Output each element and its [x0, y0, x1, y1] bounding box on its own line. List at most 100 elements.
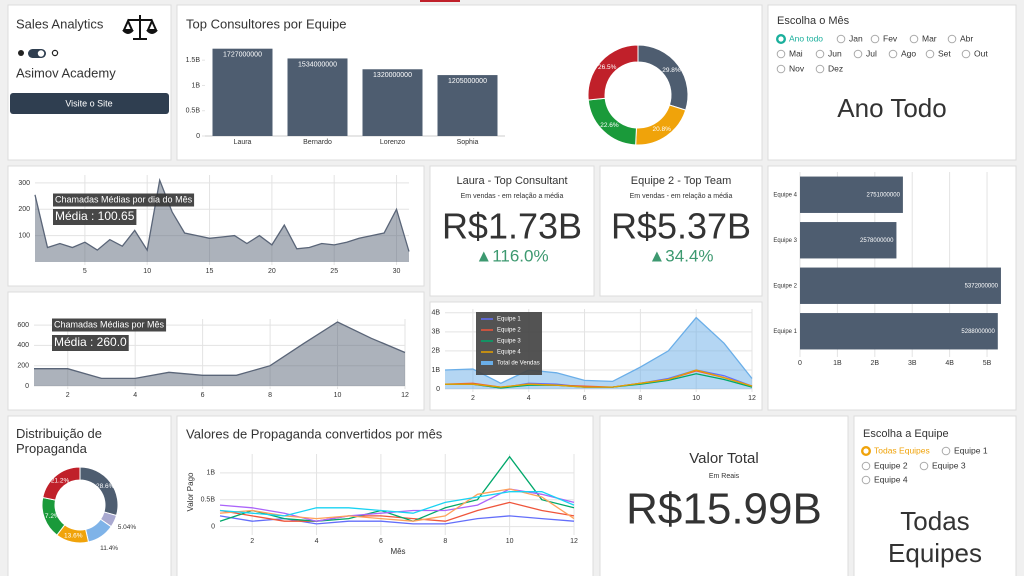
- radio-button[interactable]: [861, 475, 871, 485]
- radio-button[interactable]: [776, 34, 787, 45]
- slice-label: 21.2%: [51, 477, 70, 484]
- legend-label: Equipe 3: [497, 339, 521, 345]
- x-tick-label: 25: [330, 268, 338, 275]
- radio-label[interactable]: Equipe 4: [874, 474, 908, 484]
- y-axis-label: Valor Pago: [186, 472, 195, 512]
- x-tick-label: 8: [638, 395, 642, 402]
- card: [599, 165, 763, 297]
- x-tick-label: 2: [471, 395, 475, 402]
- radio-button[interactable]: [947, 34, 957, 44]
- radio-button[interactable]: [861, 461, 871, 471]
- x-tick-label: 1B: [833, 360, 842, 367]
- radio-button[interactable]: [815, 64, 825, 74]
- card: [7, 165, 425, 287]
- bar-value-label: 2751000000: [867, 192, 901, 198]
- y-tick-label: 0.5B: [186, 108, 201, 115]
- radio-label[interactable]: Mai: [789, 48, 803, 58]
- x-tick-label: 12: [401, 392, 409, 399]
- theme-toggle[interactable]: [18, 49, 59, 58]
- radio-label[interactable]: Fev: [883, 33, 898, 43]
- radio-label[interactable]: Jan: [849, 33, 863, 43]
- kpi-title: Equipe 2 - Top Team: [631, 175, 732, 187]
- radio-label[interactable]: Out: [974, 48, 988, 58]
- bar-value-label: 1534000000: [298, 61, 337, 68]
- radio-label[interactable]: Mar: [922, 33, 937, 43]
- y-tick-label: 200: [18, 206, 30, 213]
- selected-team: Todas Equipes: [888, 506, 982, 568]
- card: [853, 415, 1017, 576]
- x-tick-label: 2B: [871, 360, 880, 367]
- x-tick-label: Lorenzo: [380, 139, 405, 146]
- radio-button[interactable]: [888, 49, 898, 59]
- radio-button[interactable]: [919, 461, 929, 471]
- y-tick-label: 0: [436, 386, 440, 393]
- kpi-subtitle: Em Reais: [709, 473, 740, 480]
- card: [767, 4, 1017, 161]
- radio-label[interactable]: Jun: [828, 48, 842, 58]
- radio-label[interactable]: Abr: [960, 33, 973, 43]
- x-tick-label: 10: [143, 268, 151, 275]
- radio-label[interactable]: Equipe 3: [932, 460, 966, 470]
- site-button[interactable]: [10, 93, 169, 114]
- kpi-title: Valor Total: [689, 450, 759, 467]
- y-tick-label: 1B: [431, 367, 440, 374]
- annotation: Chamadas Médias por Mês: [54, 319, 165, 329]
- x-tick-label: 8: [268, 392, 272, 399]
- card: [599, 415, 849, 576]
- radio-button[interactable]: [776, 49, 786, 59]
- radio-label[interactable]: Todas Equipes: [874, 445, 930, 455]
- kpi-subtitle: Em vendas - em relação a média: [461, 193, 564, 200]
- radio-label[interactable]: Ago: [901, 48, 916, 58]
- x-tick-label: 6: [583, 395, 587, 402]
- x-tick-label: 2: [250, 538, 254, 545]
- y-tick-label: 100: [18, 232, 30, 239]
- y-tick-label: 1B: [191, 82, 200, 89]
- radio-label[interactable]: Equipe 1: [954, 445, 988, 455]
- x-tick-label: 3B: [908, 360, 917, 367]
- radio-label[interactable]: Jul: [866, 48, 877, 58]
- area-line: [34, 321, 406, 380]
- radio-button[interactable]: [909, 34, 919, 44]
- radio-button[interactable]: [941, 446, 951, 456]
- bar-value-label: 1205000000: [448, 78, 487, 85]
- card: [7, 4, 172, 161]
- radio-button[interactable]: [836, 34, 846, 44]
- radio-button[interactable]: [853, 49, 863, 59]
- radio-button[interactable]: [961, 49, 971, 59]
- chart-title: Top Consultores por Equipe: [186, 16, 346, 31]
- kpi-value: R$15.99B: [626, 485, 822, 534]
- pie-slice: [587, 44, 639, 101]
- bar: [362, 69, 423, 136]
- radio-button[interactable]: [815, 49, 825, 59]
- radio-label[interactable]: Nov: [789, 63, 805, 73]
- radio-button[interactable]: [925, 49, 935, 59]
- radio-button[interactable]: [870, 34, 880, 44]
- x-tick-label: 5: [83, 268, 87, 275]
- legend-label: Equipe 4: [497, 350, 521, 356]
- radio-button[interactable]: [776, 64, 786, 74]
- x-tick-label: 4: [133, 392, 137, 399]
- pie-slice: [42, 466, 81, 501]
- y-tick-label: 0.5B: [201, 497, 216, 504]
- x-tick-label: 4: [315, 538, 319, 545]
- bar-value-label: 5288000000: [961, 329, 995, 335]
- top-indicator: [420, 0, 460, 2]
- radio-button[interactable]: [861, 446, 872, 457]
- x-tick-label: Bernardo: [303, 139, 332, 146]
- radio-label[interactable]: Equipe 2: [874, 460, 908, 470]
- legend-label: Total de Vendas: [497, 361, 540, 367]
- annotation-box: [53, 193, 195, 207]
- site-button-label[interactable]: Visite o Site: [65, 98, 112, 108]
- bar: [212, 48, 273, 137]
- radio-label[interactable]: Ano todo: [789, 33, 823, 43]
- series-area: [445, 317, 752, 389]
- app-title: Sales Analytics: [16, 16, 104, 31]
- y-tick-label: 0: [25, 383, 29, 390]
- kpi-value: R$5.37B: [611, 206, 751, 247]
- x-tick-label: 4B: [945, 360, 954, 367]
- radio-label[interactable]: Dez: [828, 63, 843, 73]
- x-tick-label: 10: [692, 395, 700, 402]
- radio-label[interactable]: Set: [938, 48, 951, 58]
- app-subtitle: Asimov Academy: [16, 65, 116, 80]
